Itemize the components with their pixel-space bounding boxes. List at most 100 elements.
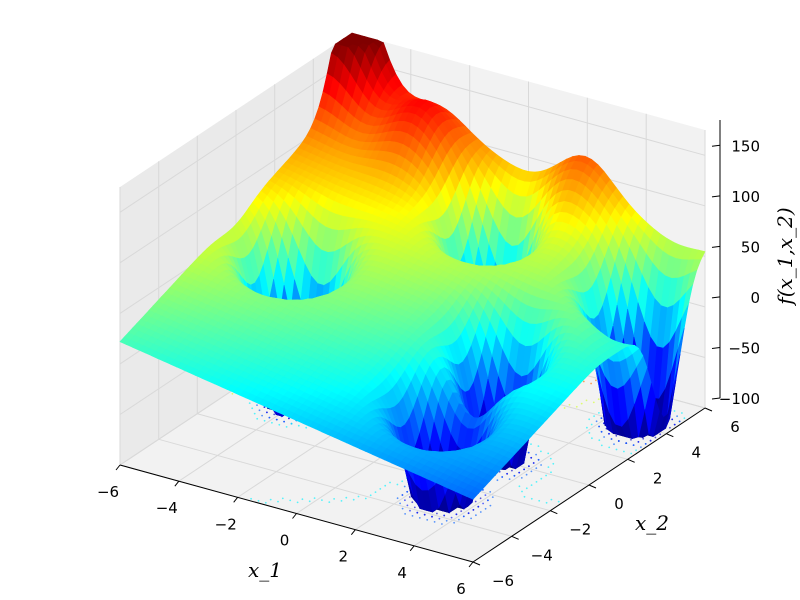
contour-point [406,504,409,507]
contour-point [401,480,404,483]
contour-point [630,452,633,455]
contour-point [537,458,540,461]
contour-point [288,417,290,420]
contour-point [436,512,438,515]
z-tick-label: 100 [731,188,760,206]
contour-point [598,412,600,414]
contour-point [253,412,256,415]
contour-point [475,514,477,517]
contour-point [669,426,671,429]
contour-point [416,511,419,514]
contour-point [283,420,285,423]
contour-point [467,512,470,515]
contour-point [623,450,625,453]
contour-point [642,437,645,440]
contour-point [411,501,414,504]
contour-point [585,399,588,402]
contour-point [550,498,553,501]
contour-point [231,392,234,395]
contour-point [462,515,465,518]
x1-tick [174,480,180,487]
contour-point [411,515,414,517]
contour-point [401,494,404,496]
x2-tick [627,458,635,463]
surface [119,32,706,514]
contour-point [403,485,406,488]
contour-point [592,401,595,404]
contour-point [683,417,686,420]
contour-point [545,501,548,504]
z-tick [711,397,721,400]
contour-point [328,501,331,503]
contour-point [401,507,404,510]
contour-point [527,451,530,454]
contour-point [479,497,482,500]
contour-point [535,481,538,483]
contour-point [608,432,610,435]
contour-point [530,497,533,500]
x1-tick-label: 0 [280,532,290,550]
contour-point [489,491,492,493]
contour-point [413,506,416,509]
contour-point [399,502,401,505]
contour-point [438,517,441,520]
contour-point [595,379,597,382]
contour-point [615,448,618,451]
z-tick-label: 50 [741,238,760,256]
contour-point [441,523,443,525]
contour-point [396,497,399,500]
contour-point [588,418,591,421]
contour-point [550,471,552,474]
contour-point [530,443,532,445]
x2-tick-label: 0 [614,495,624,513]
contour-point [580,402,583,405]
x1-tick-label: −2 [215,515,237,533]
contour-point [364,497,367,500]
contour-point [345,496,348,499]
contour-point [582,380,585,383]
contour-point [673,410,676,412]
contour-point [297,424,300,427]
contour-point [423,513,426,516]
contour-point [261,414,263,417]
contour-point [384,484,387,487]
contour-point [532,462,535,464]
contour-point [676,415,678,418]
contour-point [496,479,499,482]
contour-point [275,418,278,421]
x2-tick-label: 4 [692,444,702,462]
contour-point [404,499,406,502]
contour-point [484,507,487,510]
contour-point [659,433,662,436]
z-axis-label: f(x_1,x_2) [773,207,797,306]
contour-point [409,509,411,512]
contour-point [250,497,253,500]
contour-point [396,483,399,486]
contour-point [501,476,504,478]
contour-point [521,490,523,493]
contour-point [482,502,484,505]
contour-point [549,457,552,460]
contour-point [281,497,284,500]
contour-point [535,467,538,470]
contour-point [671,418,674,421]
contour-point [290,422,293,425]
z-tick-label: −100 [719,390,760,408]
z-tick-label: 0 [750,289,760,307]
x1-tick-label: 4 [397,564,407,582]
contour-point [678,420,681,423]
contour-point [547,466,550,468]
contour-point [547,452,550,455]
contour-point [408,496,411,498]
surface-patch [466,491,478,500]
contour-point [256,417,259,420]
contour-point [595,420,598,423]
x1-tick-label: −6 [97,483,119,501]
contour-point [433,521,436,523]
contour-point [545,474,547,477]
contour-point [640,446,642,448]
contour-point [615,434,618,437]
x1-tick-label: 6 [456,580,466,598]
contour-point [525,487,528,490]
contour-point [491,496,494,498]
